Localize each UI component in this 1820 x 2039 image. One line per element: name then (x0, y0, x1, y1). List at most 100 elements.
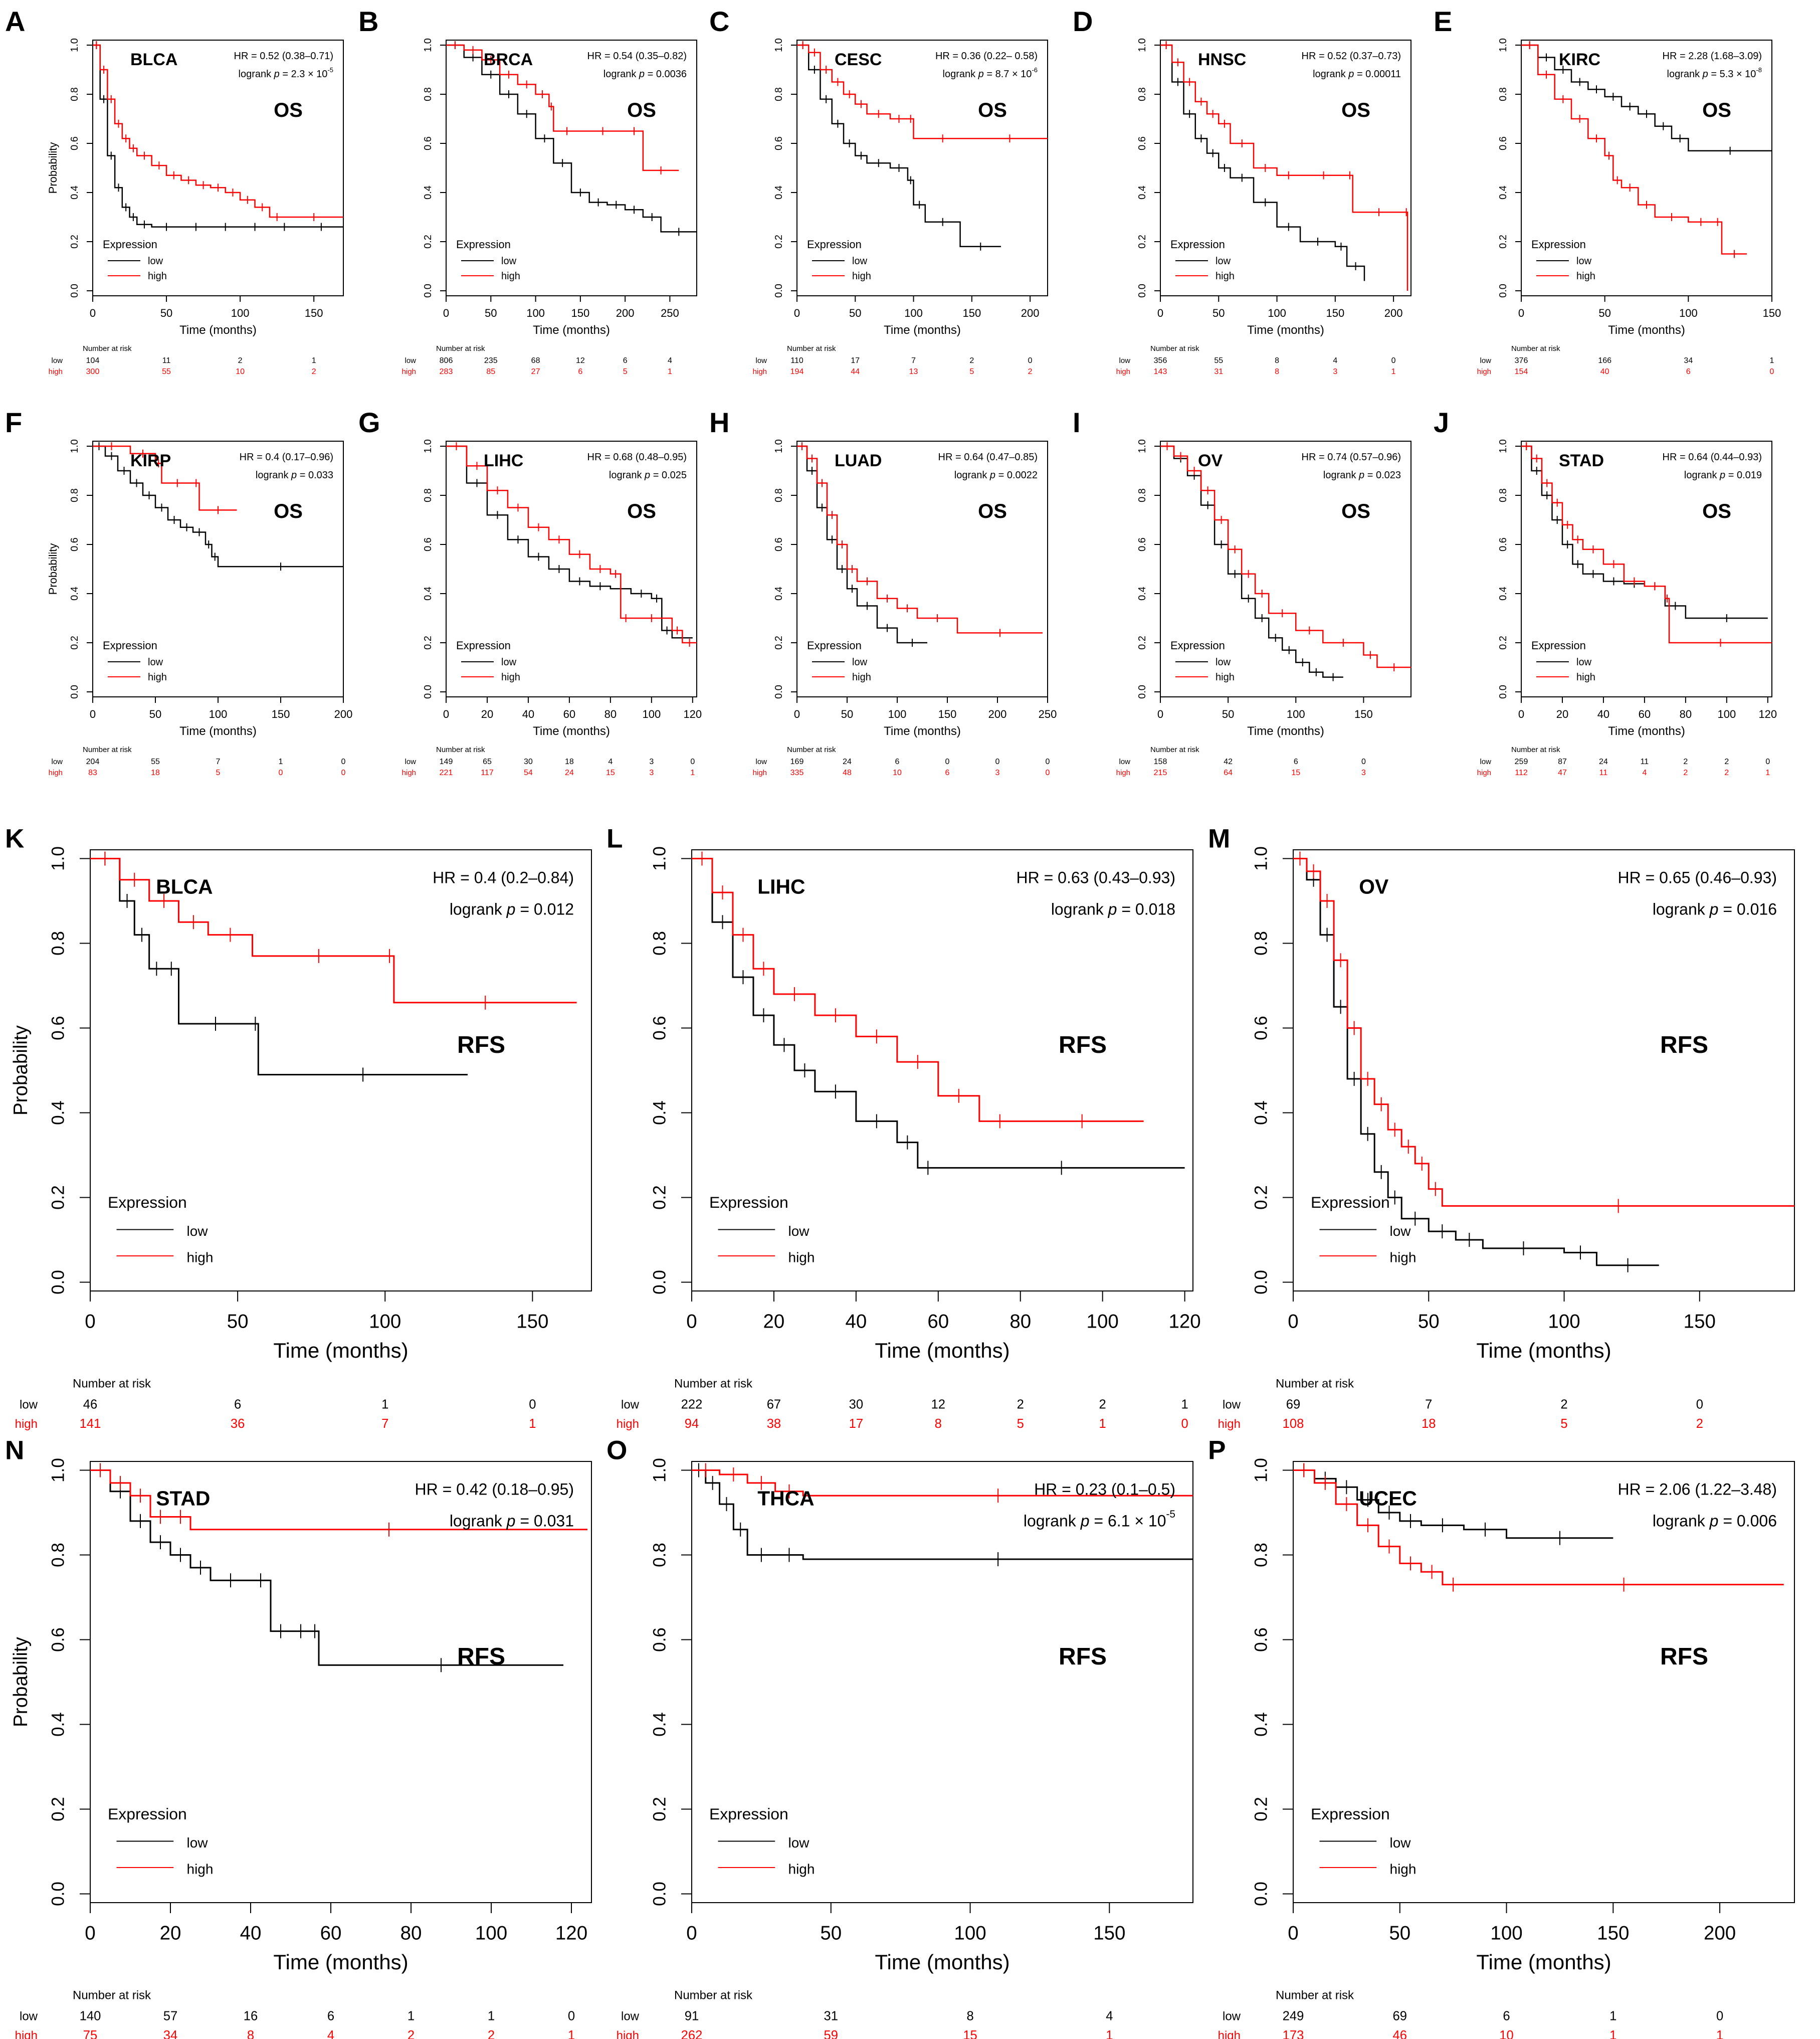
cancer-label: THCA (757, 1487, 814, 1510)
x-tick-label: 0 (1288, 1923, 1298, 1944)
y-tick-label: 0.2 (49, 1185, 68, 1210)
survival-curve-high (446, 445, 697, 644)
x-tick-label: 100 (904, 307, 923, 319)
risk-low-value: 0 (995, 758, 1000, 766)
panel-letter: O (606, 1436, 627, 1465)
risk-low-value: 1 (1770, 356, 1774, 365)
x-tick-label: 40 (845, 1311, 867, 1333)
panel-a: A 0.0 0.2 0.4 0.6 0.8 1.0 Probability 0 50 100 150 T… (5, 6, 344, 376)
y-tick-label: 0.6 (773, 136, 784, 150)
y-tick-label: 0.2 (423, 235, 434, 249)
risk-low-value: 87 (1558, 758, 1567, 766)
risk-low-value: 2 (1099, 1398, 1106, 1412)
logrank-text: logrank p = 2.3 × 10-5 (239, 66, 333, 80)
x-tick-label: 150 (1763, 307, 1781, 319)
x-tick-label: 150 (1326, 307, 1344, 319)
risk-low-value: 169 (790, 758, 804, 766)
risk-low-value: 6 (895, 758, 900, 766)
x-tick-label: 150 (305, 307, 323, 319)
x-tick-label: 0 (1157, 307, 1163, 319)
risk-high-value: 46 (1393, 2028, 1407, 2039)
endpoint-label: RFS (457, 1643, 505, 1670)
x-tick-label: 150 (1684, 1311, 1716, 1333)
endpoint-label: OS (978, 99, 1007, 121)
risk-row-high-label: high (617, 2029, 639, 2039)
y-axis-label: Probability (10, 1636, 32, 1727)
logrank-text: logrank p = 0.00011 (1313, 69, 1401, 80)
risk-low-value: 55 (1214, 356, 1223, 365)
risk-high-value: 4 (1642, 769, 1647, 777)
survival-curve-high (692, 858, 1144, 1122)
risk-title: Number at risk (436, 746, 485, 754)
hr-text: HR = 0.54 (0.35–0.82) (587, 51, 687, 62)
legend-label-high: high (852, 271, 871, 282)
cancer-label: BLCA (130, 50, 177, 69)
risk-low-value: 91 (685, 2009, 699, 2023)
x-tick-label: 50 (820, 1923, 842, 1944)
risk-high-value: 194 (790, 367, 804, 376)
panel-letter: A (5, 6, 25, 37)
y-tick-label: 0.8 (650, 1543, 670, 1567)
cancer-label: KIRP (130, 451, 171, 470)
legend-title: Expression (709, 1193, 788, 1211)
x-tick-label: 120 (1758, 708, 1777, 720)
x-axis-label: Time (months) (179, 323, 257, 337)
x-tick-label: 0 (1157, 708, 1163, 720)
panel-k: K 0.0 0.2 0.4 0.6 0.8 1.0 Probability 0 50 100 150 T… (5, 824, 592, 1431)
risk-low-value: 0 (1361, 758, 1366, 766)
risk-high-value: 11 (1599, 769, 1608, 777)
risk-high-value: 8 (1275, 367, 1279, 376)
legend-label-high: high (148, 672, 167, 683)
logrank-text: logrank p = 0.023 (1323, 470, 1401, 481)
x-tick-label: 80 (604, 708, 617, 720)
y-tick-label: 1.0 (1252, 1458, 1271, 1482)
risk-high-value: 7 (381, 1417, 388, 1431)
x-tick-label: 120 (555, 1923, 587, 1944)
risk-low-value: 6 (327, 2009, 334, 2023)
risk-high-value: 143 (1154, 367, 1167, 376)
endpoint-label: OS (627, 500, 656, 522)
plot-frame (1521, 441, 1772, 697)
endpoint-label: RFS (457, 1032, 505, 1058)
risk-row-high-label: high (15, 2029, 38, 2039)
hr-text: HR = 0.74 (0.57–0.96) (1302, 452, 1401, 463)
x-tick-label: 150 (962, 307, 981, 319)
risk-high-value: 54 (524, 769, 533, 777)
risk-low-value: 1 (488, 2009, 495, 2023)
x-tick-label: 200 (616, 307, 635, 319)
plot-frame (691, 849, 1193, 1291)
risk-high-value: 1 (1765, 769, 1770, 777)
cancer-label: KIRC (1559, 50, 1600, 69)
panel-letter: K (5, 824, 24, 854)
y-tick-label: 0.6 (1498, 537, 1509, 551)
risk-high-value: 117 (481, 769, 494, 777)
y-tick-label: 0.2 (1498, 235, 1509, 249)
risk-low-value: 0 (1716, 2009, 1723, 2023)
risk-high-value: 2 (488, 2028, 495, 2039)
legend-label-low: low (852, 256, 868, 267)
legend-label-low: low (501, 256, 517, 267)
panel-o: O 0.0 0.2 0.4 0.6 0.8 1.0 0 50 100 150 Time (months… (606, 1436, 1193, 2039)
x-tick-label: 0 (85, 1311, 95, 1333)
legend-label-high: high (788, 1249, 815, 1265)
y-tick-label: 0.6 (1252, 1016, 1271, 1040)
risk-high-value: 1 (1391, 367, 1396, 376)
risk-low-value: 12 (931, 1398, 945, 1412)
survival-curve-high (90, 1469, 587, 1531)
x-tick-label: 50 (1212, 307, 1225, 319)
survival-curve-low (93, 44, 343, 228)
y-tick-label: 1.0 (650, 1458, 670, 1482)
risk-low-value: 110 (790, 356, 803, 365)
risk-high-value: 4 (327, 2028, 334, 2039)
x-tick-label: 50 (849, 307, 861, 319)
risk-high-value: 44 (851, 367, 860, 376)
y-tick-label: 0.0 (1252, 1270, 1271, 1294)
risk-high-value: 1 (529, 1417, 536, 1431)
y-tick-label: 0.2 (69, 235, 80, 249)
risk-low-value: 4 (668, 356, 672, 365)
legend-title: Expression (709, 1805, 788, 1823)
risk-high-value: 6 (1686, 367, 1691, 376)
